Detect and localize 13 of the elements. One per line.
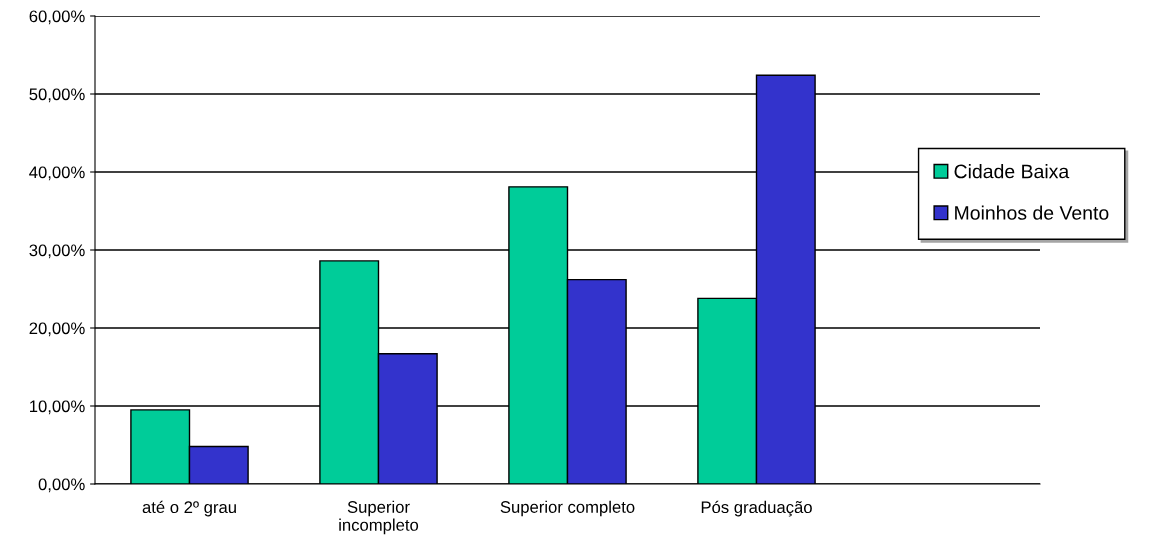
y-tick-label: 40,00% (29, 166, 85, 181)
y-tick-label: 60,00% (29, 10, 85, 25)
y-tick-label: 30,00% (29, 244, 85, 259)
x-tick-label: até o 2º grau (142, 500, 236, 517)
x-tick-label: Superior incompleto (339, 500, 419, 535)
x-tick-label: Pós graduação (701, 500, 812, 517)
x-tick-label: Superior completo (500, 500, 635, 517)
legend-label: Cidade Baixa (954, 164, 1070, 179)
y-tick-label: 20,00% (29, 322, 85, 337)
legend-label: Moinhos de Vento (955, 205, 1109, 220)
y-tick-label: 10,00% (30, 400, 85, 415)
y-tick-label: 0,00% (38, 478, 85, 493)
y-tick-label: 50,00% (29, 88, 85, 103)
